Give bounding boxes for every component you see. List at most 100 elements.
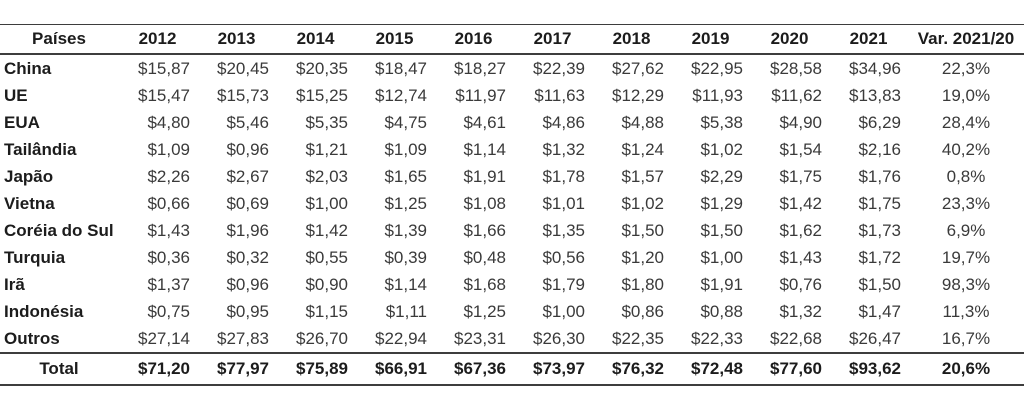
- value-cell: $6,29: [858, 112, 901, 132]
- value-cell: $1,50: [858, 274, 901, 294]
- value-cell: $1,75: [858, 193, 901, 213]
- value-cell: $23,31: [454, 328, 506, 348]
- row-label: Tailândia: [4, 139, 77, 159]
- value-cell: $1,76: [858, 166, 901, 186]
- value-cell: $11,62: [771, 85, 822, 105]
- table-row-turquia: Turquia $0,36 $0,32 $0,55 $0,39 $0,48 $0,56 $1,…: [0, 244, 1024, 271]
- column-header-paises: Países: [0, 24, 118, 55]
- total-value-cell: $73,97: [513, 352, 592, 386]
- column-header-2015: 2015: [355, 24, 434, 55]
- value-cell: $1,54: [779, 139, 822, 159]
- total-value-cell: $77,60: [750, 352, 829, 386]
- value-cell: $1,14: [463, 139, 506, 159]
- value-cell: $15,87: [138, 58, 190, 78]
- column-header-2012: 2012: [118, 24, 197, 55]
- value-cell: $22,33: [691, 328, 743, 348]
- value-cell: $0,36: [147, 247, 190, 267]
- table-body: China $15,87 $20,45 $20,35 $18,47 $18,27 $22,3…: [0, 54, 1024, 353]
- table-row-ue: UE $15,47 $15,73 $15,25 $12,74 $11,97 $11,63 $1…: [0, 82, 1024, 109]
- variation-cell: 11,3%: [942, 301, 990, 321]
- value-cell: $13,83: [849, 85, 901, 105]
- value-cell: $1,02: [700, 139, 743, 159]
- row-label: Indonésia: [4, 301, 84, 321]
- variation-cell: 16,7%: [941, 328, 991, 348]
- value-cell: $0,88: [700, 301, 743, 321]
- value-cell: $1,78: [542, 166, 585, 186]
- value-cell: $1,25: [463, 301, 506, 321]
- value-cell: $1,24: [621, 139, 664, 159]
- value-cell: $4,80: [147, 112, 190, 132]
- value-cell: $1,42: [305, 220, 348, 240]
- value-cell: $0,55: [305, 247, 348, 267]
- value-cell: $1,09: [147, 139, 190, 159]
- column-header-2017: 2017: [513, 24, 592, 55]
- value-cell: $27,14: [138, 328, 190, 348]
- value-cell: $20,35: [296, 58, 348, 78]
- row-label: Irã: [4, 274, 25, 294]
- value-cell: $1,75: [779, 166, 822, 186]
- total-value-cell: $76,32: [592, 352, 671, 386]
- column-header-2020: 2020: [750, 24, 829, 55]
- value-cell: $1,35: [542, 220, 585, 240]
- row-label: Outros: [4, 328, 60, 348]
- value-cell: $1,65: [384, 166, 427, 186]
- value-cell: $0,32: [226, 247, 269, 267]
- value-cell: $20,45: [217, 58, 269, 78]
- value-cell: $0,95: [226, 301, 269, 321]
- value-cell: $1,15: [305, 301, 348, 321]
- column-header-2016: 2016: [434, 24, 513, 55]
- variation-cell: 19,0%: [941, 85, 991, 105]
- table-row-eua: EUA $4,80 $5,46 $5,35 $4,75 $4,61 $4,86 $4,88 $5…: [0, 109, 1024, 136]
- value-cell: $1,66: [463, 220, 506, 240]
- value-cell: $27,83: [217, 328, 269, 348]
- value-cell: $15,25: [296, 85, 348, 105]
- total-label: Total: [0, 352, 118, 386]
- value-cell: $34,96: [849, 58, 901, 78]
- value-cell: $0,69: [226, 193, 269, 213]
- value-cell: $1,14: [384, 274, 427, 294]
- column-header-var-2021-20: Var. 2021/20: [908, 24, 1024, 55]
- value-cell: $1,80: [621, 274, 664, 294]
- value-cell: $1,21: [305, 139, 348, 159]
- value-cell: $12,74: [375, 85, 427, 105]
- value-cell: $4,75: [384, 112, 427, 132]
- table-row-ira: Irã $1,37 $0,96 $0,90 $1,14 $1,68 $1,79 $1,80 $1…: [0, 271, 1024, 298]
- value-cell: $26,30: [533, 328, 585, 348]
- value-cell: $22,68: [770, 328, 822, 348]
- value-cell: $0,76: [779, 274, 822, 294]
- variation-cell: 6,9%: [946, 220, 986, 240]
- value-cell: $1,00: [542, 301, 585, 321]
- variation-cell: 28,4%: [941, 112, 991, 132]
- value-cell: $22,94: [375, 328, 427, 348]
- value-cell: $1,32: [542, 139, 585, 159]
- value-cell: $1,42: [779, 193, 822, 213]
- variation-cell: 0,8%: [946, 166, 986, 186]
- value-cell: $12,29: [612, 85, 664, 105]
- value-cell: $1,09: [384, 139, 427, 159]
- value-cell: $0,48: [463, 247, 506, 267]
- value-cell: $5,46: [226, 112, 269, 132]
- value-cell: $1,79: [542, 274, 585, 294]
- value-cell: $2,03: [305, 166, 348, 186]
- variation-cell: 98,3%: [941, 274, 991, 294]
- value-cell: $5,35: [305, 112, 348, 132]
- value-cell: $5,38: [700, 112, 743, 132]
- value-cell: $1,25: [384, 193, 427, 213]
- value-cell: $1,29: [700, 193, 743, 213]
- value-cell: $15,73: [217, 85, 269, 105]
- row-label: Turquia: [4, 247, 66, 267]
- row-label: Japão: [4, 166, 54, 186]
- table-row-china: China $15,87 $20,45 $20,35 $18,47 $18,27 $22,3…: [0, 54, 1024, 82]
- variation-cell: 22,3%: [941, 58, 991, 78]
- column-header-2018: 2018: [592, 24, 671, 55]
- value-cell: $26,70: [296, 328, 348, 348]
- value-cell: $11,93: [692, 85, 743, 105]
- total-value-cell: $67,36: [434, 352, 513, 386]
- table-total-row: Total $71,20 $77,97 $75,89 $66,91 $67,36 $73,9…: [0, 352, 1024, 386]
- value-cell: $1,91: [700, 274, 743, 294]
- value-cell: $0,75: [147, 301, 190, 321]
- value-cell: $28,58: [770, 58, 822, 78]
- variation-cell: 19,7%: [941, 247, 991, 267]
- value-cell: $18,47: [375, 58, 427, 78]
